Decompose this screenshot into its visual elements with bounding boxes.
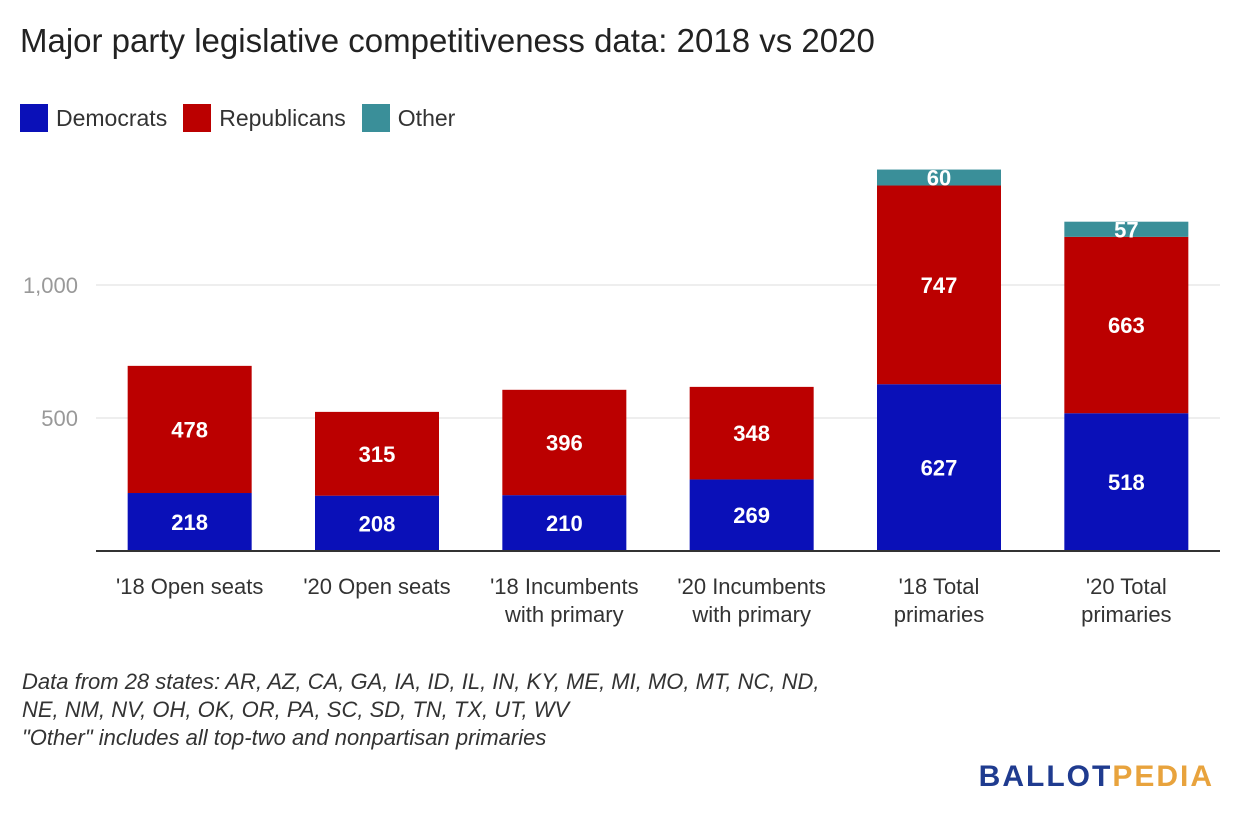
bar-segment: [502, 389, 627, 496]
legend-label-republicans: Republicans: [219, 104, 346, 131]
data-label: 747: [921, 273, 958, 298]
footnote: Data from 28 states: AR, AZ, CA, GA, IA,…: [22, 668, 862, 752]
legend-label-other: Other: [397, 104, 456, 131]
data-label: 348: [733, 421, 770, 446]
bar-segment: [1064, 221, 1189, 237]
bar-segment: [1064, 236, 1189, 414]
x-tick-label: '20 Open seats: [303, 574, 450, 599]
data-label: 57: [1114, 217, 1138, 242]
bar-segment: [877, 384, 1001, 551]
bar-segment: [1064, 413, 1189, 551]
data-label: 60: [927, 166, 951, 191]
data-label: 218: [171, 510, 208, 535]
x-tick-label: primaries: [894, 602, 984, 627]
x-tick-label: '18 Open seats: [116, 574, 263, 599]
legend: Democrats Republicans Other: [20, 104, 471, 132]
logo-part-2: PEDIA: [1112, 760, 1214, 793]
x-tick-label: '20 Total: [1086, 574, 1167, 599]
bar-segment: [315, 495, 439, 551]
data-label: 269: [733, 503, 770, 528]
y-tick-label: 1,000: [23, 273, 78, 298]
data-label: 396: [546, 430, 583, 455]
data-label: 663: [1108, 313, 1145, 338]
logo-part-1: BALLOT: [978, 760, 1113, 793]
data-label: 518: [1108, 470, 1145, 495]
legend-item-other: Other: [361, 104, 456, 132]
x-tick-label: '18 Total: [899, 574, 980, 599]
legend-label-democrats: Democrats: [56, 104, 168, 131]
legend-swatch-democrats: [20, 104, 48, 132]
legend-swatch-other: [361, 104, 390, 132]
bar-segment: [877, 185, 1001, 385]
footnote-line: NE, NM, NV, OH, OK, OR, PA, SC, SD, TN, …: [22, 697, 570, 722]
bar-segment: [502, 495, 627, 551]
x-tick-label: '18 Incumbents: [490, 574, 639, 599]
bar-segment: [127, 493, 252, 551]
bar-segment: [689, 386, 814, 480]
bar-segment: [127, 365, 252, 494]
chart-title: Major party legislative competitiveness …: [20, 22, 875, 59]
bar-segment: [689, 479, 814, 551]
ballotpedia-logo: BALLOTPEDIA: [979, 760, 1214, 794]
legend-item-democrats: Democrats: [20, 104, 167, 132]
x-tick-label: '20 Incumbents: [677, 574, 826, 599]
y-tick-label: 500: [41, 406, 78, 431]
data-label: 208: [359, 511, 396, 536]
x-tick-label: with primary: [504, 602, 624, 627]
data-label: 627: [921, 456, 958, 481]
data-label: 210: [546, 511, 583, 536]
legend-item-republicans: Republicans: [183, 104, 346, 132]
bar-segment: [877, 169, 1001, 186]
data-label: 315: [359, 442, 396, 467]
bar-segment: [315, 411, 439, 496]
footnote-line: "Other" includes all top-two and nonpart…: [22, 725, 547, 750]
legend-swatch-republicans: [183, 104, 212, 132]
footnote-line: Data from 28 states: AR, AZ, CA, GA, IA,…: [22, 669, 820, 694]
x-tick-label: with primary: [691, 602, 811, 627]
x-tick-label: primaries: [1081, 602, 1171, 627]
data-label: 478: [171, 417, 208, 442]
